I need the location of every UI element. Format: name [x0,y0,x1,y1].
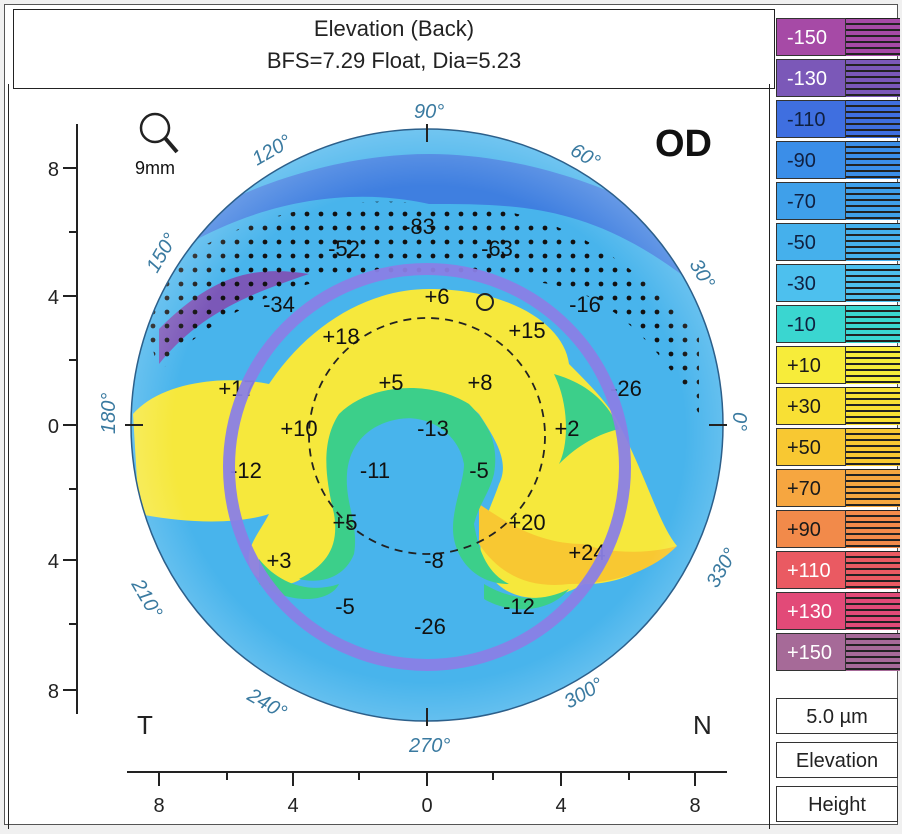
map-title: Elevation (Back) [313,16,475,41]
angle-label: 30° [685,256,719,293]
scale-swatch: -110 [776,100,846,138]
value-label: +20 [508,510,545,535]
scale-histogram-bar [846,633,900,671]
value-label: -34 [263,292,295,317]
pupil-circle [308,317,546,555]
angle-label: 180° [98,393,120,434]
angle-label: 0° [728,412,750,431]
y-tick-label: 0 [48,416,59,438]
y-tick-label: 4 [48,287,59,309]
angle-label: 270° [408,735,450,757]
value-label: -5 [335,594,355,619]
scale-histogram-bar [846,428,900,466]
temporal-label: T [137,710,153,740]
scale-swatch: -50 [776,223,846,261]
scale-swatch: -70 [776,182,846,220]
scale-histogram-bar [846,510,900,548]
value-label: -63 [481,236,513,261]
scale-swatch: -10 [776,305,846,343]
angle-label: 240° [243,684,291,724]
type-box[interactable]: Height [776,786,898,822]
scale-swatch: +110 [776,551,846,589]
angle-label: 330° [702,545,742,592]
apex-marker [476,293,494,311]
y-tick-label: 8 [48,681,59,703]
eye-label: OD [655,123,712,165]
scale-swatch: -130 [776,59,846,97]
scale-swatch: -30 [776,264,846,302]
value-label: -12 [503,594,535,619]
scale-swatch: +130 [776,592,846,630]
value-label: -5 [469,458,489,483]
x-tick-label: 4 [555,795,566,817]
scale-histogram-bar [846,551,900,589]
y-tick-label: 8 [48,159,59,181]
scale-histogram-bar [846,141,900,179]
step-box[interactable]: 5.0 µm [776,698,898,734]
value-label: +18 [322,324,359,349]
value-label: -11 [360,458,390,483]
scale-histogram-bar [846,100,900,138]
scale-swatch: +30 [776,387,846,425]
scale-swatch: +70 [776,469,846,507]
x-tick-label: 4 [287,795,298,817]
highlight-ring [223,263,631,671]
value-label: +10 [280,416,317,441]
scale-swatch: +50 [776,428,846,466]
value-label: +8 [467,370,492,395]
elevation-values: -83 -52 -63 -34 +6 -16 +18 +15 +17 +5 +8… [218,214,642,639]
scale-swatch: -90 [776,141,846,179]
scale-swatch: +10 [776,346,846,384]
scale-histogram-bar [846,469,900,507]
plot-area[interactable]: 90° 60° 30° 0° 330° 300° 270° 240° 210° … [8,84,770,829]
map-subtitle: BFS=7.29 Float, Dia=5.23 [266,48,522,73]
x-tick-label: 8 [153,795,164,817]
x-tick-label: 8 [689,795,700,817]
scale-histogram-bar [846,264,900,302]
value-label: -12 [230,458,262,483]
value-label: +5 [332,510,357,535]
value-label: -8 [424,548,444,573]
mode-box[interactable]: Elevation [776,742,898,778]
y-tick-label: 4 [48,551,59,573]
scale-histogram-bar [846,223,900,261]
value-label: +2 [554,416,579,441]
scale-histogram-bar [846,182,900,220]
value-label: -52 [328,236,360,261]
color-scale: -150 -130 -110 -90 -70 -50 -30 -10 +10 +30 +50 +70 +… [776,14,900,829]
x-tick-label: 0 [421,795,432,817]
y-axis: 8 4 0 4 8 [48,124,78,714]
angle-label: 90° [414,101,444,123]
value-label: -83 [403,214,435,239]
scale-histogram-bar [846,387,900,425]
value-label: +6 [424,284,449,309]
value-label: -26 [414,614,446,639]
scale-histogram-bar [846,592,900,630]
value-label: -16 [569,292,601,317]
map-header: Elevation (Back) BFS=7.29 Float, Dia=5.2… [13,9,775,89]
scale-swatch: +150 [776,633,846,671]
zoom-label: 9mm [135,158,175,178]
scale-histogram-bar [846,305,900,343]
value-label: +3 [266,548,291,573]
scale-swatch: -150 [776,18,846,56]
scale-swatch: +90 [776,510,846,548]
nasal-label: N [693,710,712,740]
scale-histogram-bar [846,18,900,56]
angle-label: 210° [126,575,166,623]
scale-histogram-bar [846,59,900,97]
scale-histogram-bar [846,346,900,384]
magnifier-icon[interactable]: 9mm [135,112,179,178]
x-axis: 8 4 0 4 8 [127,771,727,817]
elevation-map[interactable]: 90° 60° 30° 0° 330° 300° 270° 240° 210° … [9,84,771,829]
value-label: +15 [508,318,545,343]
value-label: -13 [417,416,449,441]
value-label: +5 [378,370,403,395]
